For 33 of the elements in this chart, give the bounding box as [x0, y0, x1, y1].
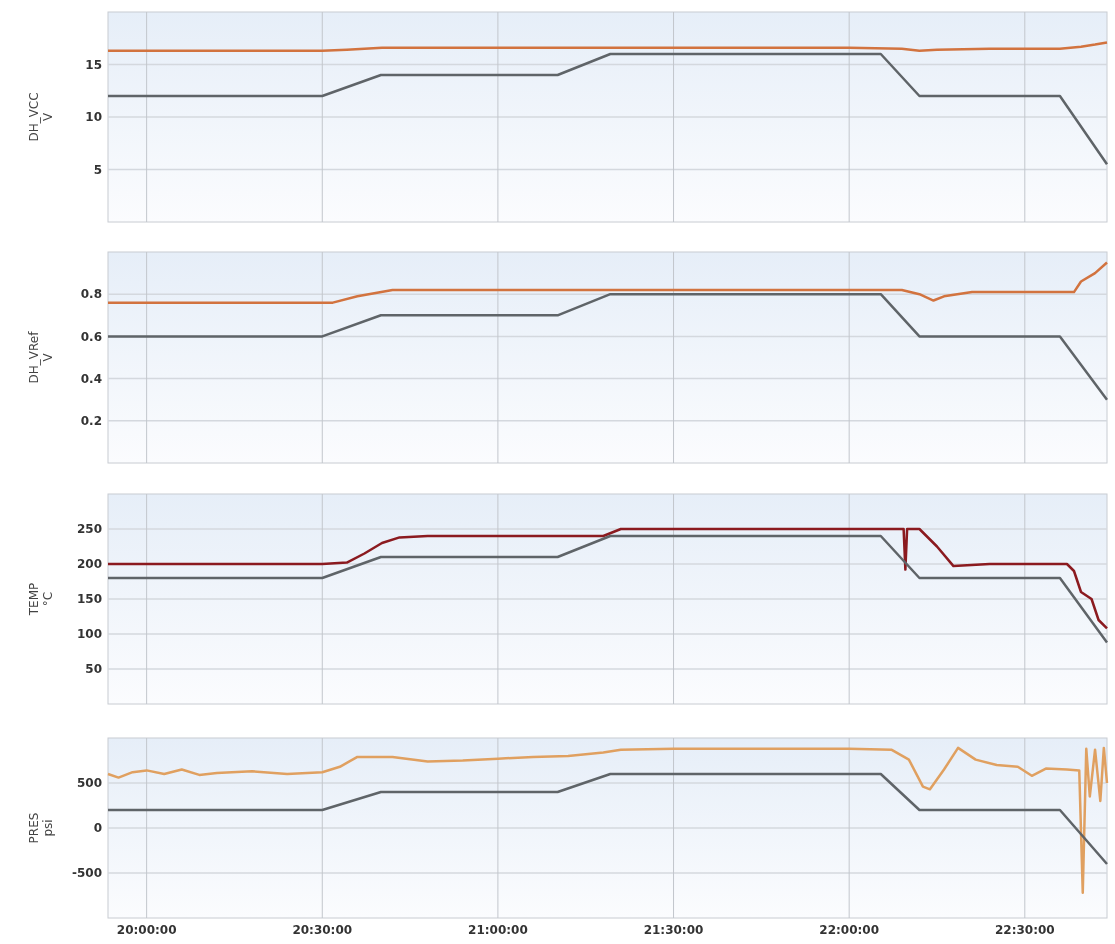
y-tick-label: 0.8	[80, 287, 102, 302]
y-axis-title: PRES psi	[27, 812, 55, 844]
y-tick-label: 10	[85, 110, 102, 125]
x-tick-label: 21:30:00	[643, 923, 704, 937]
line-series	[106, 534, 1109, 644]
x-tick-label: 20:00:00	[116, 923, 177, 937]
y-tick-label: 150	[76, 592, 102, 607]
y-tick-label: 500	[76, 776, 102, 791]
line-series	[106, 41, 1109, 53]
x-tick-label: 22:00:00	[819, 923, 880, 937]
y-tick-label: 0	[93, 821, 102, 836]
x-tick-label: 22:30:00	[994, 923, 1055, 937]
x-tick-label: 21:00:00	[468, 923, 528, 937]
y-axis-title: DH_VRef V	[27, 330, 55, 384]
y-axis-title: DH_VCC V	[27, 92, 55, 142]
y-tick-label: 100	[76, 627, 102, 642]
y-tick-label: 0.6	[80, 329, 102, 344]
y-axis-title: TEMP °C	[27, 582, 55, 617]
x-tick-label: 20:30:00	[292, 923, 353, 937]
line-series	[106, 772, 1109, 866]
y-tick-label: 200	[76, 557, 102, 572]
line-series	[106, 292, 1109, 401]
line-series	[106, 261, 1109, 304]
y-tick-label: 0.4	[80, 371, 102, 386]
y-tick-label: 5	[93, 162, 102, 177]
line-series	[106, 52, 1109, 166]
y-tick-label: 50	[85, 662, 102, 677]
line-series	[106, 746, 1109, 895]
line-series	[106, 527, 1109, 630]
y-tick-label: -500	[71, 866, 102, 881]
y-tick-label: 15	[85, 57, 102, 72]
y-tick-label: 0.2	[80, 414, 102, 428]
y-tick-label: 250	[76, 522, 102, 537]
